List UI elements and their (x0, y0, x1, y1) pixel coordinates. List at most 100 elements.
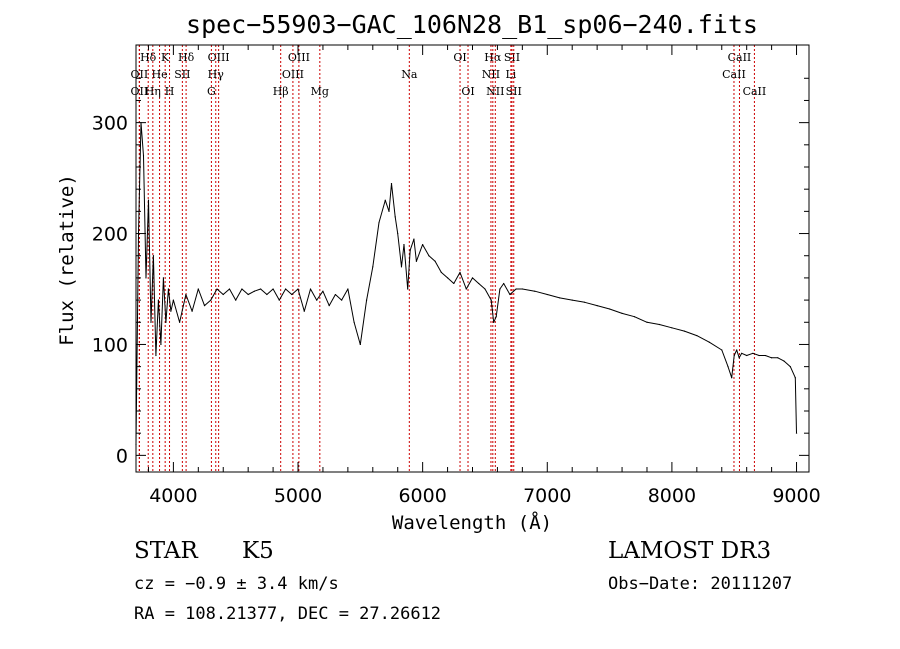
line-label-27: CaII (743, 85, 767, 98)
data-point (758, 354, 760, 357)
data-point (413, 238, 415, 240)
data-point (559, 297, 561, 299)
data-point (210, 299, 212, 301)
data-point (440, 271, 442, 273)
data-point (266, 293, 268, 296)
data-point (191, 310, 193, 312)
data-point (334, 293, 337, 296)
x-tick-label: 8000 (648, 485, 696, 507)
data-point (608, 308, 611, 310)
data-point (446, 277, 449, 279)
line-label-14: Na (401, 68, 418, 81)
data-point (736, 349, 738, 351)
data-point (746, 354, 748, 357)
data-point (397, 232, 399, 235)
data-point (167, 288, 170, 290)
data-point (453, 282, 455, 285)
data-point (422, 244, 424, 246)
data-point (407, 288, 409, 290)
x-tick-label: 4000 (149, 485, 197, 507)
data-point (388, 210, 390, 212)
data-point (170, 310, 172, 312)
data-point (721, 349, 723, 351)
data-point (509, 293, 511, 296)
data-point (353, 321, 355, 323)
data-point (185, 293, 187, 296)
data-point (284, 288, 287, 290)
observation-date: Obs−Date: 20111207 (608, 574, 793, 594)
data-point (179, 321, 181, 323)
chart-title: spec−55903−GAC_106N28_B1_sp06−240.fits (186, 10, 758, 39)
data-point (738, 357, 740, 359)
data-point (272, 288, 274, 290)
data-point (297, 288, 299, 290)
line-label-13: OIII (282, 68, 304, 81)
line-label-15: NII (482, 68, 500, 81)
data-point (157, 299, 160, 301)
data-point (309, 288, 312, 290)
x-tick-label: 6000 (398, 485, 446, 507)
data-point (795, 432, 798, 434)
data-point (495, 316, 497, 318)
data-point (253, 290, 255, 292)
line-label-5: OI (453, 51, 466, 64)
data-point (794, 377, 796, 379)
data-point (493, 321, 495, 323)
x-tick-label: 5000 (274, 485, 322, 507)
object-class: STAR (134, 538, 198, 564)
data-point (752, 352, 754, 354)
data-point (145, 277, 147, 279)
data-point (147, 199, 150, 201)
data-point (291, 293, 293, 296)
data-point (142, 155, 145, 157)
plot-area (135, 122, 798, 445)
data-point (671, 327, 673, 329)
data-point (203, 305, 206, 307)
data-point (658, 323, 661, 326)
data-point (162, 277, 165, 279)
data-point (155, 354, 157, 357)
data-point (359, 343, 361, 346)
data-point (646, 321, 648, 323)
data-point (235, 299, 237, 301)
data-point (490, 299, 492, 301)
data-point (247, 293, 249, 296)
data-point (741, 352, 743, 354)
data-point (278, 299, 280, 301)
data-point (241, 288, 243, 290)
data-point (197, 288, 199, 290)
data-point (683, 330, 685, 332)
line-label-26: SII (506, 85, 522, 98)
line-label-11: SII (174, 68, 190, 81)
data-point (733, 354, 735, 357)
data-point (777, 357, 779, 359)
line-label-18: OII (131, 85, 149, 98)
data-point (165, 321, 167, 323)
data-point (434, 260, 436, 262)
data-point (571, 299, 573, 301)
data-point (328, 305, 330, 307)
data-point (316, 299, 318, 301)
line-label-3: OIII (208, 51, 230, 64)
data-point (303, 310, 305, 312)
data-point (378, 221, 380, 224)
data-point (783, 360, 785, 362)
data-point (260, 288, 262, 290)
line-label-12: Hγ (208, 68, 225, 81)
data-point (150, 321, 152, 323)
line-label-2: Hδ (178, 51, 195, 64)
data-point (228, 288, 231, 290)
x-tick-label: 9000 (772, 485, 820, 507)
line-label-6: Hα (484, 51, 502, 64)
data-point (322, 290, 324, 292)
data-point (484, 288, 486, 290)
line-label-19: Hη (145, 85, 161, 98)
data-point (394, 216, 396, 218)
x-axis-label: Wavelength (Å) (392, 511, 552, 534)
data-point (478, 282, 480, 285)
data-point (384, 199, 386, 201)
line-label-7: SII (504, 51, 520, 64)
line-label-25: NII (486, 85, 504, 98)
